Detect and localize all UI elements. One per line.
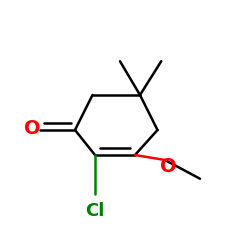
Text: Cl: Cl bbox=[85, 202, 105, 220]
Text: O: O bbox=[24, 119, 41, 138]
Text: O: O bbox=[160, 157, 177, 176]
